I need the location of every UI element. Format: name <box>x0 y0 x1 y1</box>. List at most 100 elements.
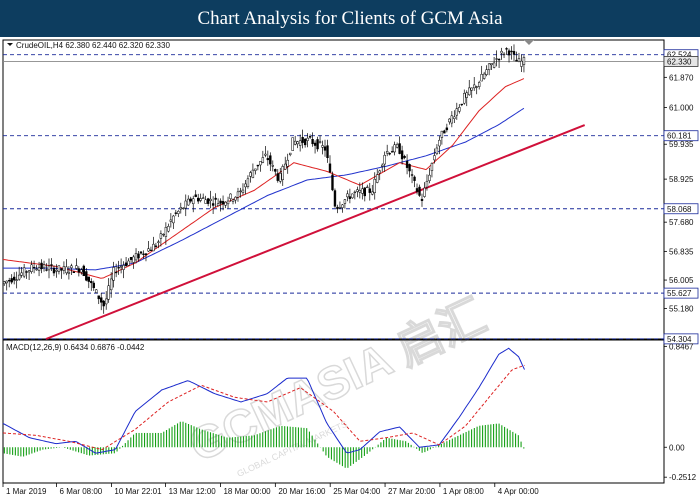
candle-body <box>336 206 339 210</box>
dropdown-triangle-icon[interactable] <box>7 43 13 46</box>
ma-red-line <box>2 78 525 279</box>
candle-body <box>42 264 46 269</box>
candle-body <box>87 276 90 282</box>
time-tick-label: 1 Mar 2019 <box>6 487 47 496</box>
candle-body <box>306 137 309 141</box>
candle-body <box>418 186 421 196</box>
price-tick-label: 56.835 <box>669 247 694 256</box>
candle-body <box>425 180 429 188</box>
candle-body <box>505 48 508 50</box>
candle-body <box>338 207 342 209</box>
candle-body <box>40 262 43 270</box>
candle-body <box>219 200 222 204</box>
candle-body <box>12 276 16 281</box>
candle-body <box>75 265 78 269</box>
time-tick-label: 6 Mar 08:00 <box>60 487 103 496</box>
time-tick-label: 18 Mar 00:00 <box>223 487 271 496</box>
candle-body <box>477 82 481 87</box>
candle-body <box>475 86 478 88</box>
macd-panel-frame <box>2 339 665 484</box>
candle-body <box>231 199 235 202</box>
candle-body <box>27 270 31 273</box>
candle-body <box>80 269 83 273</box>
candle-body <box>251 169 255 178</box>
chart-shift-icon[interactable] <box>524 40 534 45</box>
candle-body <box>264 153 267 156</box>
candle-body <box>100 297 103 303</box>
candle-body <box>62 266 66 271</box>
candle-body <box>246 178 250 187</box>
candle-body <box>229 193 232 199</box>
candle-body <box>22 267 26 277</box>
candle-body <box>286 159 289 167</box>
time-axis: 1 Mar 2019 6 Mar 08:00 10 Mar 22:01 13 Mar … <box>2 483 539 496</box>
candle-body <box>460 103 463 106</box>
current-price-label: 62.330 <box>667 57 692 66</box>
candle-body <box>393 144 396 153</box>
candle-body <box>119 265 123 268</box>
candle-body <box>70 265 73 269</box>
candle-body <box>35 268 38 271</box>
candle-body <box>8 280 11 282</box>
macd-axis: 0.8467 0.00 -0.2512 <box>664 342 697 482</box>
candle-body <box>308 136 312 138</box>
candle-body <box>440 130 444 138</box>
candle-body <box>10 278 13 283</box>
candle-body <box>174 212 178 214</box>
candle-body <box>458 107 461 112</box>
candle-body <box>72 271 76 274</box>
candle-body <box>169 219 173 222</box>
candle-body <box>373 178 376 193</box>
candle-body <box>271 165 274 167</box>
candle-body <box>390 151 394 153</box>
price-tick-label: 55.180 <box>669 305 694 314</box>
candle-body <box>413 176 416 181</box>
level-tag <box>663 130 699 142</box>
candle-body <box>351 193 354 199</box>
candle-body <box>468 87 471 96</box>
candle-body <box>20 272 23 276</box>
candle-body <box>331 174 334 191</box>
candle-body <box>194 194 197 197</box>
candle-body <box>443 130 446 134</box>
candle-body <box>473 84 476 89</box>
candle-body <box>104 298 108 305</box>
candle-body <box>90 280 93 284</box>
candle-body <box>112 267 115 281</box>
candle-body <box>291 137 294 151</box>
time-tick-label: 20 Mar 16:00 <box>278 487 326 496</box>
candle-body <box>400 150 404 160</box>
price-tick-label: 57.680 <box>669 218 694 227</box>
candle-body <box>52 267 56 274</box>
candle-body <box>266 158 270 161</box>
candle-body <box>356 189 359 192</box>
price-tick-label: 61.000 <box>669 103 694 112</box>
candle-body <box>311 138 314 145</box>
price-tick-label: 56.005 <box>669 276 694 285</box>
candle-body <box>507 50 511 56</box>
candle-body <box>224 201 227 206</box>
candle-body <box>97 295 100 300</box>
candle-body <box>405 160 409 168</box>
candle-body <box>522 57 526 65</box>
candle-body <box>408 164 411 172</box>
candle-body <box>346 193 349 198</box>
candle-body <box>453 116 456 119</box>
candle-body <box>281 166 284 180</box>
candle-body <box>249 172 252 177</box>
candle-body <box>371 191 374 195</box>
candle-body <box>102 300 105 307</box>
candle-body <box>259 161 262 166</box>
candle-body <box>316 139 319 150</box>
candle-body <box>45 269 48 271</box>
symbol-info: CrudeOIL,H4 62.380 62.440 62.320 62.330 <box>16 41 170 50</box>
candle-body <box>485 69 488 75</box>
candle-body <box>147 248 150 252</box>
candle-body <box>216 203 220 207</box>
candle-body <box>450 115 454 124</box>
candle-body <box>428 174 431 181</box>
candle-body <box>37 267 41 271</box>
candle-body <box>515 59 518 62</box>
candle-body <box>385 151 389 154</box>
